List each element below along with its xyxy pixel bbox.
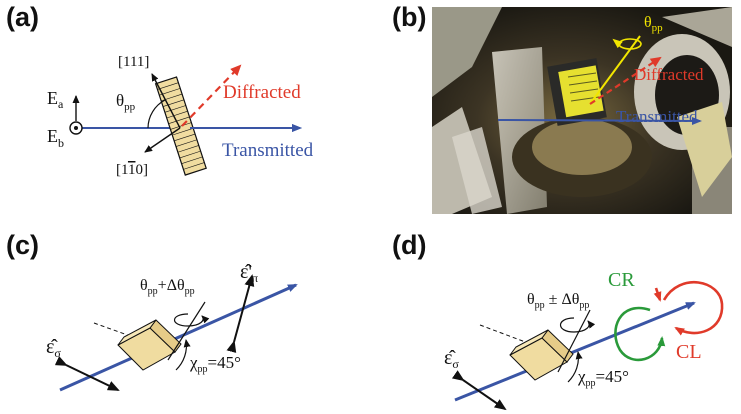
label-eps-sigma-c: ε̂σ xyxy=(46,336,61,360)
eps-pi-arrow xyxy=(226,274,255,353)
rotation-axis-d xyxy=(557,309,591,373)
label-111: [111] xyxy=(118,54,149,70)
panel-a-letter: (a) xyxy=(6,2,39,32)
cr-loop-icon xyxy=(614,306,666,362)
panel-d-letter: (d) xyxy=(392,230,427,260)
normal-line-b xyxy=(589,35,641,105)
label-diffracted-a: Diffracted xyxy=(223,82,301,103)
crystal-cube-d xyxy=(509,329,574,381)
label-chi-d: χpp=45° xyxy=(577,367,629,389)
dir-111-arrow xyxy=(151,73,181,129)
panel-a: [111] [110] Ea Eb θpp Diffracted Transmi… xyxy=(47,54,314,178)
label-transmitted-b: Transmitted xyxy=(616,107,698,126)
beam-d xyxy=(454,301,696,402)
transmitted-beam-b xyxy=(497,116,702,125)
label-theta-c: θpp+Δθpp xyxy=(140,277,195,297)
diffracted-beam-a xyxy=(181,64,242,127)
beam-c xyxy=(59,283,298,392)
cl-loop-icon xyxy=(662,281,724,336)
eps-sigma-arrow-c xyxy=(54,356,120,391)
eps-sigma-arrow-d xyxy=(451,370,507,411)
panel-b: θpp Diffracted Transmitted xyxy=(497,14,704,126)
label-ea: Ea xyxy=(47,88,64,111)
label-1m10: [110] xyxy=(116,162,148,178)
chi-arc-c xyxy=(175,339,191,371)
diffracted-beam-b xyxy=(589,56,662,105)
theta-arc-a xyxy=(147,99,166,129)
panel-d: θpp ± Δθpp CR CL ε̂σ χpp=45° xyxy=(444,269,724,411)
label-chi-c: χpp=45° xyxy=(189,353,241,375)
rotation-axis-c xyxy=(167,301,206,361)
panel-c: θpp+Δθpp ε̂'π ε̂σ χpp=45° xyxy=(46,261,298,392)
label-diffracted-b: Diffracted xyxy=(634,65,704,84)
label-transmitted-a: Transmitted xyxy=(222,140,314,161)
label-theta-d: θpp ± Δθpp xyxy=(527,291,589,311)
apparatus-photo xyxy=(432,7,732,214)
rotation-icon-c xyxy=(173,313,210,327)
label-cl: CL xyxy=(676,341,702,363)
label-eb: Eb xyxy=(47,126,64,150)
crystal-cube-c xyxy=(117,319,182,371)
chi-arc-d xyxy=(567,351,583,383)
rotation-icon-b xyxy=(618,38,642,50)
crystal-slab-a xyxy=(154,76,207,176)
label-eps-pi: ε̂'π xyxy=(240,261,258,285)
label-theta-a: θpp xyxy=(116,91,136,113)
label-eps-sigma-d: ε̂σ xyxy=(444,347,459,371)
label-theta-b: θpp xyxy=(644,14,663,34)
rotation-icon-d xyxy=(559,317,596,333)
dir-1m10-arrow xyxy=(144,127,181,153)
panel-b-letter: (b) xyxy=(392,2,427,32)
panel-c-letter: (c) xyxy=(6,230,39,260)
label-cr: CR xyxy=(608,269,635,291)
